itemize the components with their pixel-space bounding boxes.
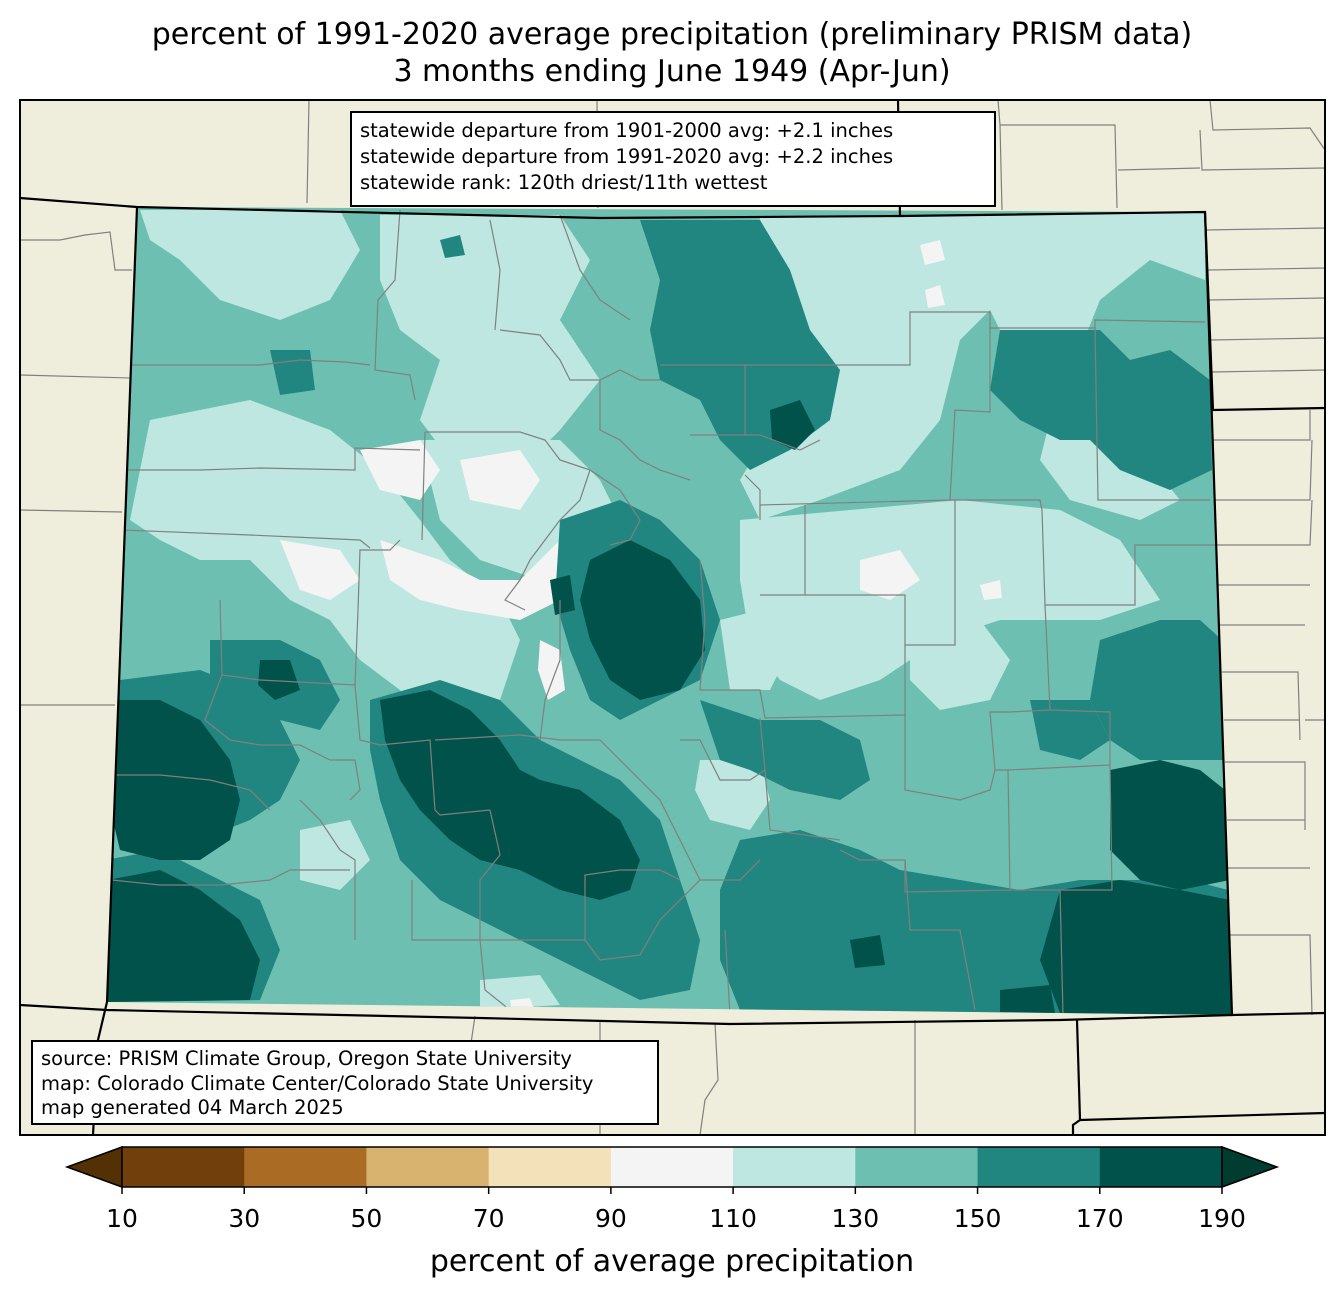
colorbar-bin-30-50 — [244, 1147, 367, 1187]
colorbar-bin-130-150 — [855, 1147, 979, 1187]
colorbar-tick-label: 150 — [953, 1204, 1002, 1233]
map-title: percent of 1991-2020 average precipitati… — [151, 17, 1193, 52]
colorbar-tick-label: 110 — [709, 1204, 757, 1233]
colorbar-bin-150-170 — [977, 1147, 1101, 1187]
colorbar-tick-label: 130 — [831, 1204, 880, 1233]
generated-date-line: map generated 04 March 2025 — [41, 1096, 344, 1119]
colorbar-bin-170-190 — [1099, 1147, 1223, 1187]
stat-departure-1991-2020: statewide departure from 1991-2020 avg: … — [360, 145, 894, 168]
colorbar-over-arrow — [1221, 1145, 1280, 1189]
county-lines — [111, 209, 1215, 1015]
map-credit-line: map: Colorado Climate Center/Colorado St… — [41, 1071, 594, 1095]
map-subtitle: 3 months ending June 1949 (Apr-Jun) — [393, 54, 951, 89]
colorbar-bin-70-90 — [488, 1147, 612, 1187]
colorbar-tick-label: 50 — [350, 1204, 383, 1233]
statewide-stats-box: statewide departure from 1901-2000 avg: … — [350, 111, 996, 207]
colorbar-tick-label: 30 — [228, 1204, 261, 1233]
colorbar-label: percent of average precipitation — [429, 1244, 915, 1279]
colorbar-tick-label: 10 — [106, 1204, 138, 1233]
map-frame — [19, 99, 1326, 1136]
source-box: source: PRISM Climate Group, Oregon Stat… — [31, 1040, 659, 1125]
colorbar-bin-90-110 — [610, 1147, 734, 1187]
precipitation-field — [107, 207, 1232, 1015]
source-line: source: PRISM Climate Group, Oregon Stat… — [41, 1047, 572, 1070]
colorbar-bin-50-70 — [366, 1147, 490, 1187]
colorbar-outline — [121, 1146, 1223, 1188]
colorbar-tick-label: 170 — [1075, 1204, 1124, 1233]
colorbar-bin-110-130 — [733, 1147, 856, 1187]
colorbar-bin-10-30 — [122, 1147, 245, 1187]
colorbar-under-arrow — [64, 1145, 123, 1189]
stat-departure-1901-2000: statewide departure from 1901-2000 avg: … — [360, 119, 894, 142]
colorbar-tick-label: 90 — [594, 1204, 627, 1233]
colorbar — [64, 1145, 1280, 1194]
colorbar-tick-label: 70 — [472, 1204, 505, 1233]
stat-rank: statewide rank: 120th driest/11th wettes… — [360, 171, 768, 194]
state-borders — [19, 99, 1326, 1136]
colorbar-tick-label: 190 — [1198, 1204, 1246, 1233]
